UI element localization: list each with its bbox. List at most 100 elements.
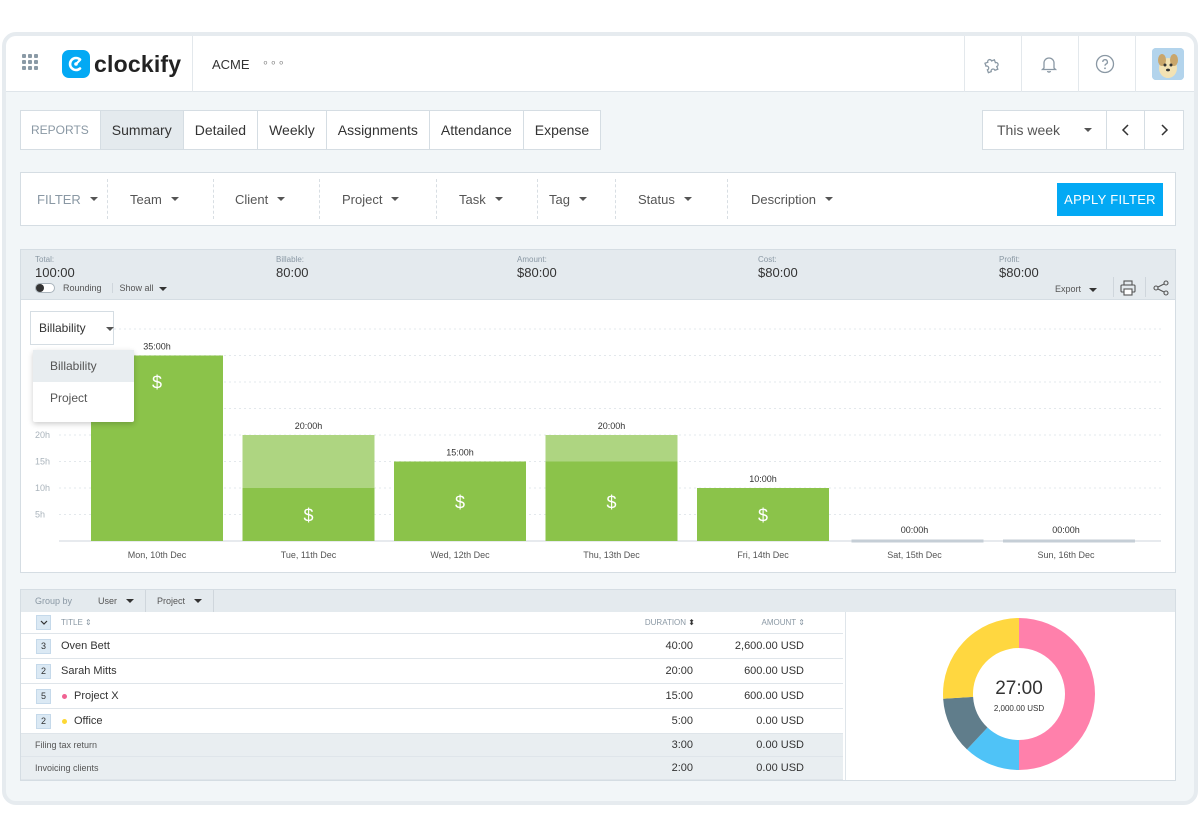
expand-all-button[interactable] xyxy=(36,615,51,630)
x-category-label: Wed, 12th Dec xyxy=(430,550,490,560)
divider xyxy=(213,179,214,219)
row-count-badge[interactable]: 2 xyxy=(36,663,51,679)
chevron-left-icon xyxy=(1121,124,1129,136)
y-tick-label: 5h xyxy=(35,510,45,520)
table-subrow: Invoicing clients 2:00 0.00 USD xyxy=(21,757,843,780)
chart-grouping-menu: Billability Project xyxy=(33,350,134,422)
filter-client[interactable]: Client xyxy=(235,173,286,225)
bar-non-billable xyxy=(545,435,678,462)
rounding-label: Rounding xyxy=(63,283,102,293)
stat-billable: Billable: 80:00 xyxy=(276,255,309,280)
apps-grid-icon[interactable] xyxy=(22,54,38,70)
row-count-badge[interactable]: 2 xyxy=(36,713,51,729)
avatar[interactable] xyxy=(1152,48,1184,80)
filter-task[interactable]: Task xyxy=(459,173,503,225)
stat-label: Cost: xyxy=(758,255,777,264)
bar-value-label: 20:00h xyxy=(598,421,626,431)
rounding-toggle[interactable] xyxy=(35,283,55,293)
divider xyxy=(319,179,320,219)
row-title: Project X xyxy=(74,690,119,702)
filter-client-label: Client xyxy=(235,191,269,207)
tab-expense[interactable]: Expense xyxy=(534,122,590,138)
stat-value: $80:00 xyxy=(517,265,557,280)
workspace-name[interactable]: ACME xyxy=(212,57,250,72)
menu-item-project[interactable]: Project xyxy=(50,391,88,405)
billable-dollar-icon: $ xyxy=(455,492,465,512)
donut-segment[interactable] xyxy=(966,727,1019,770)
y-tick-label: 20h xyxy=(35,430,50,440)
chart-grouping-select[interactable]: Billability xyxy=(30,311,114,345)
help-icon[interactable] xyxy=(1093,52,1117,76)
filter-team[interactable]: Team xyxy=(130,173,179,225)
row-title: Office xyxy=(74,715,103,727)
x-category-label: Sun, 16th Dec xyxy=(1037,550,1095,560)
stat-value: 100:00 xyxy=(35,265,75,280)
column-duration-label: DURATION xyxy=(644,618,687,627)
chevron-down-icon xyxy=(89,197,98,201)
tab-attendance[interactable]: Attendance xyxy=(430,111,524,149)
table-row[interactable]: 5 Project X 15:00 600.00 USD xyxy=(21,684,843,709)
rounding-control: Rounding Show all xyxy=(35,283,167,293)
filter-status[interactable]: Status xyxy=(638,173,692,225)
donut-segment[interactable] xyxy=(943,618,1019,699)
donut-chart-area: 27:00 2,000.00 USD xyxy=(845,612,1175,780)
row-duration: 20:00 xyxy=(665,665,693,677)
bar-value-label: 20:00h xyxy=(295,421,323,431)
apply-filter-button[interactable]: APPLY FILTER xyxy=(1057,183,1163,216)
table-row[interactable]: 3 Oven Bett 40:00 2,600.00 USD xyxy=(21,634,843,659)
next-period-button[interactable] xyxy=(1145,111,1183,149)
filter-description[interactable]: Description xyxy=(751,173,834,225)
tab-assignments[interactable]: Assignments xyxy=(327,111,430,149)
column-amount-label: AMOUNT xyxy=(761,618,797,627)
tab-weekly[interactable]: Weekly xyxy=(258,111,327,149)
donut-segment[interactable] xyxy=(943,696,988,750)
filter-tag[interactable]: Tag xyxy=(549,173,587,225)
column-duration[interactable]: DURATION ⬍ xyxy=(611,618,695,627)
divider xyxy=(1021,36,1022,92)
donut-segment[interactable] xyxy=(1019,618,1095,770)
subrow-duration: 2:00 xyxy=(671,762,693,774)
billable-dollar-icon: $ xyxy=(606,492,616,512)
subrow-title: Invoicing clients xyxy=(35,763,99,773)
menu-item-billability[interactable]: Billability xyxy=(33,350,134,382)
logo[interactable]: clockify xyxy=(62,49,181,79)
reports-label: REPORTS xyxy=(21,111,101,149)
sort-icon: ⇕ xyxy=(85,618,92,627)
filter-project[interactable]: Project xyxy=(342,173,400,225)
filter-task-label: Task xyxy=(459,191,486,207)
stat-value: $80:00 xyxy=(999,265,1039,280)
bar-billable xyxy=(545,461,678,541)
previous-period-button[interactable] xyxy=(1107,111,1146,149)
chevron-down-icon xyxy=(194,599,203,603)
bell-icon[interactable] xyxy=(1037,52,1061,76)
divider xyxy=(107,179,108,219)
x-category-label: Mon, 10th Dec xyxy=(128,550,187,560)
date-range-select[interactable]: This week xyxy=(983,111,1108,149)
workspace-more-button[interactable]: ∘∘∘ xyxy=(262,57,286,69)
group-by-user-select[interactable]: User xyxy=(87,590,145,612)
filter-team-label: Team xyxy=(130,191,162,207)
sort-desc-icon: ⬍ xyxy=(688,618,695,627)
table-row[interactable]: 2 Sarah Mitts 20:00 600.00 USD xyxy=(21,659,843,684)
column-amount[interactable]: AMOUNT ⇕ xyxy=(711,618,805,627)
bar-value-label: 10:00h xyxy=(749,474,777,484)
row-count-badge[interactable]: 5 xyxy=(36,688,51,704)
tab-summary[interactable]: Summary xyxy=(100,111,184,149)
x-category-label: Sat, 15th Dec xyxy=(887,550,942,560)
puzzle-icon[interactable] xyxy=(980,52,1004,76)
row-count-badge[interactable]: 3 xyxy=(36,638,51,654)
chevron-down-icon xyxy=(578,197,587,201)
export-button[interactable]: Export xyxy=(1055,284,1098,294)
bar-value-label: 00:00h xyxy=(901,525,929,535)
table-row[interactable]: 2 Office 5:00 0.00 USD xyxy=(21,709,843,734)
share-icon[interactable] xyxy=(1152,279,1170,302)
date-range-value: This week xyxy=(997,122,1061,138)
tab-detailed[interactable]: Detailed xyxy=(184,111,259,149)
column-title[interactable]: TITLE ⇕ xyxy=(61,618,92,627)
print-icon[interactable] xyxy=(1119,279,1137,302)
donut-center-value: 27:00 xyxy=(995,678,1043,699)
filter-label[interactable]: FILTER xyxy=(37,173,98,225)
subrow-duration: 3:00 xyxy=(671,739,693,751)
show-all-select[interactable]: Show all xyxy=(111,283,167,293)
group-by-project-select[interactable]: Project xyxy=(145,590,215,612)
